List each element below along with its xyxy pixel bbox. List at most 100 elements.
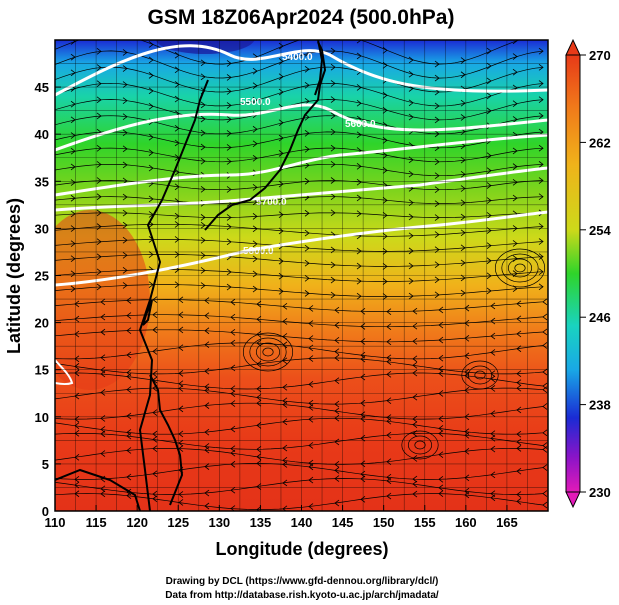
wind-arrow (174, 183, 180, 191)
wind-arrow (200, 115, 206, 123)
wind-arrow (356, 178, 362, 186)
wind-arrow (122, 129, 128, 137)
wind-arrow (408, 213, 414, 221)
wind-arrow (486, 47, 492, 55)
wind-arrow (460, 171, 466, 178)
wind-arrow (100, 313, 106, 321)
wind-arrow (486, 242, 492, 250)
wind-arrow (330, 261, 336, 269)
wind-arrow (386, 473, 392, 481)
wind-arrow (356, 131, 362, 139)
wind-arrow (334, 438, 340, 446)
wind-arrow (204, 327, 210, 335)
wind-arrow (512, 68, 518, 76)
wind-arrow (434, 74, 440, 82)
wind-arrow (178, 445, 184, 452)
wind-arrow (386, 308, 392, 315)
x-tick-label: 150 (373, 515, 395, 530)
colorbar-scale (565, 54, 581, 493)
wind-arrow (382, 106, 388, 114)
wind-arrow (126, 473, 132, 481)
wind-arrow (334, 499, 340, 507)
colorbar-top-arrow (565, 38, 581, 56)
wind-arrow (178, 491, 184, 498)
wind-arrow (434, 261, 440, 269)
wind-arrow (74, 315, 80, 323)
wind-arrow (178, 430, 184, 438)
wind-arrow (330, 193, 336, 200)
wind-arrow (204, 312, 210, 319)
wind-arrow (252, 255, 258, 263)
eddy-streamline (255, 342, 281, 362)
wind-arrow (460, 274, 466, 282)
wind-arrow (70, 116, 76, 124)
plot-area: 5400.0 5500.0 5600.0 5700.0 5800.0 (54, 32, 549, 512)
wind-arrow (542, 490, 548, 497)
wind-arrow (204, 489, 210, 497)
wind-arrow (122, 267, 128, 274)
wind-arrow (148, 195, 154, 203)
wind-arrow (360, 307, 366, 315)
wind-arrow (308, 503, 314, 510)
wind-arrow (304, 65, 310, 73)
wind-arrow (230, 400, 236, 407)
eddy-streamline (494, 248, 546, 288)
wind-arrow (382, 263, 388, 270)
wind-arrow (152, 370, 158, 378)
wind-arrow (516, 445, 522, 452)
wind-arrow (100, 450, 106, 457)
wind-arrow (96, 283, 102, 291)
wind-arrow (538, 112, 544, 120)
wind-arrow (278, 287, 284, 295)
wind-arrow (490, 445, 496, 453)
wind-arrow (278, 227, 284, 235)
wind-arrow (178, 296, 184, 304)
height-contours: 5400.0 5500.0 5600.0 5700.0 5800.0 (55, 44, 548, 386)
wind-arrow (304, 290, 310, 297)
wind-arrow (382, 167, 388, 174)
wind-arrow (408, 262, 414, 270)
streamline (55, 463, 544, 480)
x-tick-label: 160 (455, 515, 477, 530)
wind-arrow (226, 186, 232, 193)
wind-arrow (330, 80, 336, 87)
wind-arrow (356, 277, 362, 285)
wind-arrow (356, 52, 362, 60)
wind-arrow (204, 443, 210, 450)
wind-arrow (70, 210, 76, 218)
wind-arrow (282, 357, 288, 365)
wind-arrow (74, 355, 80, 363)
wind-arrow (152, 348, 158, 355)
wind-arrow (230, 486, 236, 494)
wind-arrow (334, 461, 340, 468)
wind-arrow (412, 369, 418, 377)
wind-arrow (122, 282, 128, 289)
wind-arrow (204, 341, 210, 349)
wind-arrow (148, 87, 154, 95)
streamline (55, 223, 544, 237)
wind-arrow (308, 399, 314, 407)
y-axis-label: Latitude (degrees) (4, 198, 24, 354)
wind-arrow (256, 300, 262, 308)
wind-arrow (256, 422, 262, 429)
wind-arrow (486, 92, 492, 100)
wind-arrow (434, 102, 440, 110)
contour-label: 5600.0 (345, 119, 376, 130)
x-tick-label: 165 (496, 515, 518, 530)
wind-arrow (412, 355, 418, 363)
wind-arrow (96, 48, 102, 55)
wind-arrow (360, 373, 366, 381)
wind-arrow (330, 47, 336, 55)
colorbar-tick-label: 238 (589, 398, 611, 413)
x-tick-label: 110 (45, 515, 66, 530)
wind-arrow (408, 113, 414, 121)
wind-arrow (70, 240, 76, 247)
contour-line (55, 210, 548, 287)
wind-arrow (252, 125, 258, 133)
wind-arrow (408, 247, 414, 255)
wind-arrow (178, 380, 184, 388)
wind-arrow (438, 354, 444, 362)
wind-arrow (539, 32, 543, 38)
wind-arrow (330, 63, 336, 71)
wind-arrow (360, 338, 366, 345)
